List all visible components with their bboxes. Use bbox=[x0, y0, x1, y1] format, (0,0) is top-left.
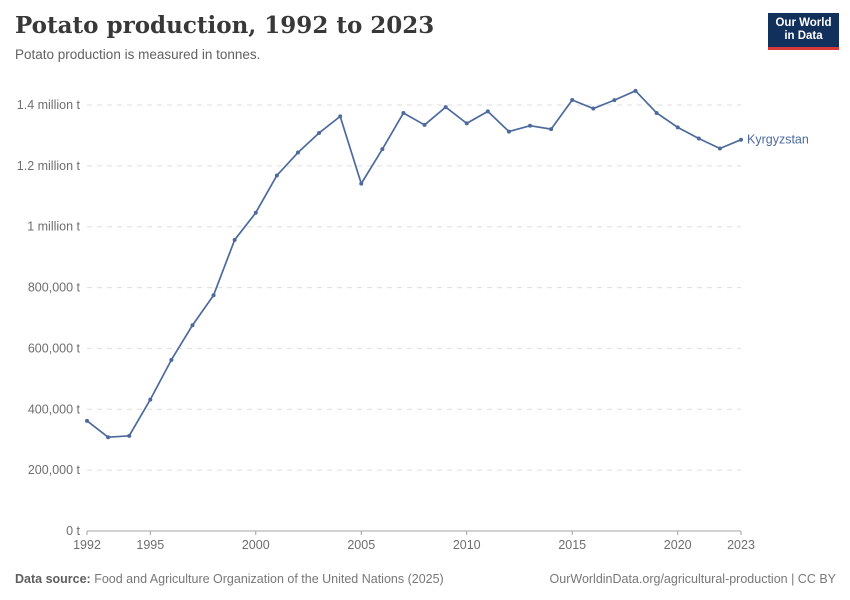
footer-source-label: Data source: bbox=[15, 572, 91, 586]
data-point[interactable] bbox=[253, 210, 258, 215]
y-tick-label: 800,000 t bbox=[28, 281, 81, 295]
chart-title: Potato production, 1992 to 2023 bbox=[15, 12, 435, 39]
footer-license-link[interactable]: OurWorldinData.org/agricultural-producti… bbox=[549, 572, 836, 586]
data-point[interactable] bbox=[612, 98, 617, 103]
data-point[interactable] bbox=[739, 137, 743, 142]
series-line-kyrgyzstan[interactable] bbox=[86, 89, 742, 439]
y-tick-label: 1 million t bbox=[27, 220, 80, 234]
data-point[interactable] bbox=[717, 146, 722, 151]
chart-subtitle: Potato production is measured in tonnes. bbox=[15, 47, 261, 62]
data-point[interactable] bbox=[85, 418, 89, 423]
x-tick-label: 1995 bbox=[136, 538, 164, 552]
data-point[interactable] bbox=[549, 127, 554, 132]
chart-header: Potato production, 1992 to 2023 Potato p… bbox=[15, 12, 750, 62]
data-point[interactable] bbox=[570, 98, 575, 103]
data-point[interactable] bbox=[190, 323, 195, 328]
data-point[interactable] bbox=[274, 173, 279, 178]
line-chart: 0 t 200,000 t 400,000 t 600,000 t 800,000 t 1… bbox=[0, 68, 850, 560]
data-point[interactable] bbox=[317, 130, 322, 135]
y-tick-label: 600,000 t bbox=[28, 341, 81, 355]
data-point[interactable] bbox=[443, 105, 448, 110]
x-tick-label: 1992 bbox=[73, 538, 101, 552]
x-tick-label: 2015 bbox=[558, 538, 586, 552]
data-point[interactable] bbox=[675, 125, 680, 130]
y-tick-label: 1.2 million t bbox=[17, 159, 81, 173]
y-tick-label: 200,000 t bbox=[28, 463, 81, 477]
data-point[interactable] bbox=[528, 123, 533, 128]
data-point[interactable] bbox=[380, 147, 385, 152]
data-point[interactable] bbox=[169, 357, 174, 362]
data-point[interactable] bbox=[696, 136, 701, 141]
chart-footer: Data source: Food and Agriculture Organi… bbox=[15, 572, 836, 586]
line-chart-svg: 0 t 200,000 t 400,000 t 600,000 t 800,000 t 1… bbox=[17, 88, 809, 552]
footer-source-text: Food and Agriculture Organization of the… bbox=[90, 572, 444, 586]
data-point[interactable] bbox=[401, 110, 406, 115]
y-tick-label: 1.4 million t bbox=[17, 98, 81, 112]
footer-source: Data source: Food and Agriculture Organi… bbox=[15, 572, 444, 586]
data-point[interactable] bbox=[633, 88, 638, 93]
data-point[interactable] bbox=[127, 433, 132, 438]
data-point[interactable] bbox=[654, 110, 659, 115]
data-point[interactable] bbox=[211, 293, 216, 298]
x-tick-label: 2000 bbox=[242, 538, 270, 552]
y-tick-label: 0 t bbox=[66, 524, 80, 538]
data-point[interactable] bbox=[506, 129, 511, 134]
data-point[interactable] bbox=[591, 106, 596, 111]
data-point[interactable] bbox=[485, 109, 490, 114]
x-tick-label: 2020 bbox=[664, 538, 692, 552]
owid-logo-text: Our World in Data bbox=[775, 17, 832, 42]
data-point[interactable] bbox=[295, 150, 300, 155]
x-tick-label: 2023 bbox=[727, 538, 755, 552]
x-tick-label: 2010 bbox=[453, 538, 481, 552]
owid-logo[interactable]: Our World in Data bbox=[768, 13, 839, 50]
data-point[interactable] bbox=[464, 121, 469, 126]
y-tick-label: 400,000 t bbox=[28, 402, 81, 416]
data-point[interactable] bbox=[338, 114, 343, 119]
data-point[interactable] bbox=[148, 397, 153, 402]
x-tick-label: 2005 bbox=[347, 538, 375, 552]
data-point[interactable] bbox=[359, 181, 364, 186]
data-point[interactable] bbox=[422, 122, 427, 127]
series-label-kyrgyzstan[interactable]: Kyrgyzstan bbox=[747, 133, 809, 147]
data-point[interactable] bbox=[232, 237, 237, 242]
data-point[interactable] bbox=[106, 435, 111, 440]
